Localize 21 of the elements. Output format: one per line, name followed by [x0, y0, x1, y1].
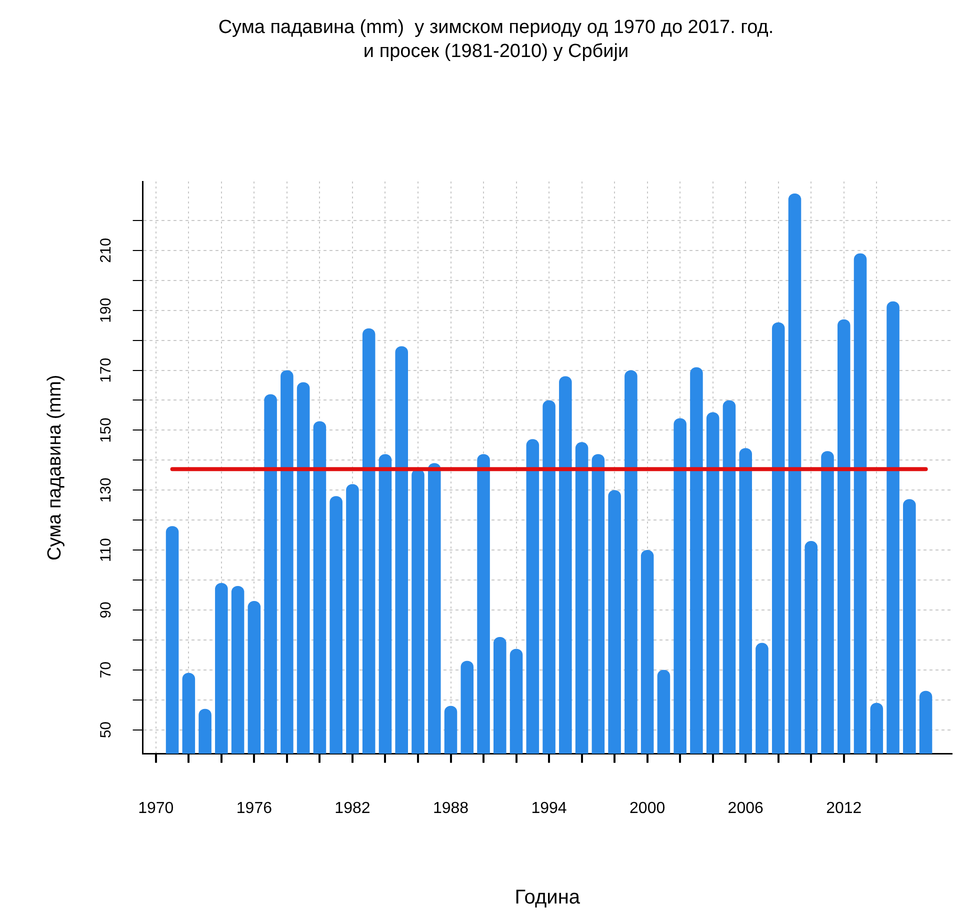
- y-axis-title: Сума падавина (mm): [44, 374, 66, 561]
- y-tick-label: 190: [97, 298, 114, 323]
- text: и просек (1981-2010) у Србији: [363, 40, 629, 62]
- y-tick-label: 210: [97, 238, 114, 263]
- x-tick-label: 1982: [334, 800, 370, 817]
- x-tick-label: 2012: [826, 800, 862, 817]
- y-tick-label: 110: [97, 538, 114, 562]
- y-tick-label: 90: [97, 602, 114, 618]
- y-tick-label: 170: [97, 358, 114, 383]
- y-tick-label: 70: [97, 662, 114, 678]
- x-tick-label: 1994: [531, 800, 567, 817]
- x-tick-label: 1988: [432, 800, 469, 817]
- text: Сума падавина (mm) у зимском периоду од 1970 до 2017. год.: [218, 17, 774, 38]
- x-axis-title: Година: [514, 886, 581, 909]
- x-tick-label: 1970: [138, 800, 174, 817]
- y-tick-label: 50: [97, 721, 114, 738]
- x-tick-label: 2000: [630, 800, 666, 817]
- x-tick-label: 1976: [236, 800, 272, 817]
- x-tick-label: 2006: [728, 800, 764, 817]
- y-tick-label: 130: [97, 478, 114, 503]
- y-tick-label: 150: [97, 418, 114, 443]
